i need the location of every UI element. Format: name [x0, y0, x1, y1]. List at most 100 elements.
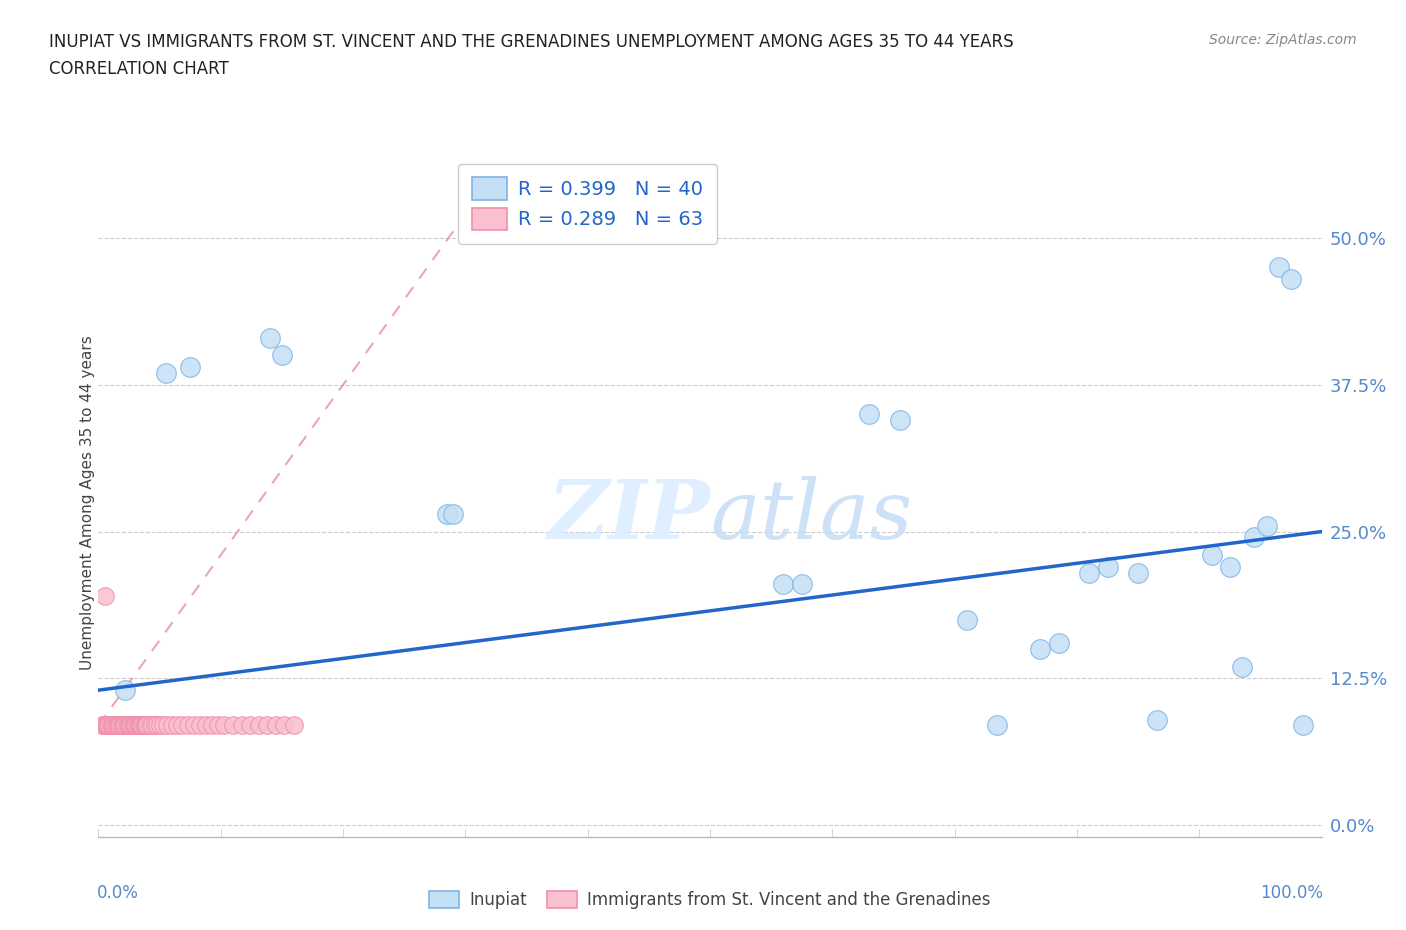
Point [222, 718, 245, 733]
Point [889, 413, 911, 428]
Point [1292, 718, 1315, 733]
Point [436, 507, 458, 522]
Point [231, 718, 253, 733]
Point [1279, 272, 1302, 286]
Point [134, 718, 156, 733]
Point [1256, 518, 1278, 533]
Point [127, 718, 149, 733]
Point [125, 718, 148, 733]
Point [858, 406, 880, 421]
Point [120, 718, 142, 733]
Point [1128, 565, 1150, 580]
Point [214, 718, 236, 733]
Point [114, 683, 136, 698]
Point [1243, 530, 1265, 545]
Point [1078, 565, 1101, 580]
Point [183, 718, 205, 733]
Point [155, 365, 177, 380]
Point [1201, 548, 1223, 563]
Point [131, 718, 153, 733]
Point [166, 718, 188, 733]
Point [1268, 259, 1291, 274]
Point [128, 718, 150, 733]
Text: 0.0%: 0.0% [97, 884, 139, 902]
Legend: Inupiat, Immigrants from St. Vincent and the Grenadines: Inupiat, Immigrants from St. Vincent and… [423, 884, 997, 916]
Point [122, 718, 145, 733]
Point [141, 718, 163, 733]
Point [111, 718, 134, 733]
Point [115, 718, 138, 733]
Point [170, 718, 193, 733]
Point [117, 718, 139, 733]
Point [149, 718, 172, 733]
Point [270, 348, 294, 363]
Point [195, 718, 218, 733]
Point [118, 718, 141, 733]
Point [104, 718, 127, 733]
Point [120, 718, 142, 733]
Text: INUPIAT VS IMMIGRANTS FROM ST. VINCENT AND THE GRENADINES UNEMPLOYMENT AMONG AGE: INUPIAT VS IMMIGRANTS FROM ST. VINCENT A… [49, 33, 1014, 50]
Point [135, 718, 157, 733]
Point [94, 718, 117, 733]
Point [100, 718, 122, 733]
Point [160, 718, 183, 733]
Text: CORRELATION CHART: CORRELATION CHART [49, 60, 229, 78]
Point [93, 718, 115, 733]
Point [107, 718, 129, 733]
Point [91, 718, 114, 733]
Text: atlas: atlas [710, 475, 912, 555]
Point [441, 507, 464, 522]
Point [129, 718, 152, 733]
Point [956, 612, 979, 627]
Point [112, 718, 135, 733]
Point [986, 718, 1008, 733]
Point [97, 718, 120, 733]
Text: Source: ZipAtlas.com: Source: ZipAtlas.com [1209, 33, 1357, 46]
Point [101, 718, 124, 733]
Point [146, 718, 169, 733]
Point [273, 718, 295, 733]
Point [256, 718, 278, 733]
Point [132, 718, 155, 733]
Point [136, 718, 159, 733]
Point [201, 718, 224, 733]
Point [96, 718, 118, 733]
Point [1029, 642, 1052, 657]
Point [1230, 659, 1253, 674]
Point [98, 718, 121, 733]
Point [188, 718, 211, 733]
Point [129, 718, 152, 733]
Point [790, 577, 813, 591]
Point [103, 718, 125, 733]
Point [177, 718, 200, 733]
Point [114, 718, 136, 733]
Point [283, 718, 305, 733]
Text: 100.0%: 100.0% [1260, 884, 1323, 902]
Point [121, 718, 143, 733]
Point [105, 718, 128, 733]
Point [93, 589, 115, 604]
Point [124, 718, 146, 733]
Point [239, 718, 262, 733]
Point [108, 718, 131, 733]
Point [1146, 712, 1168, 727]
Point [91, 718, 114, 733]
Point [156, 718, 179, 733]
Point [101, 718, 124, 733]
Point [264, 718, 287, 733]
Point [1047, 636, 1070, 651]
Point [259, 330, 281, 345]
Point [1219, 559, 1241, 574]
Point [247, 718, 270, 733]
Point [111, 718, 134, 733]
Point [110, 718, 132, 733]
Point [139, 718, 162, 733]
Point [772, 577, 794, 591]
Text: ZIP: ZIP [547, 475, 710, 555]
Point [179, 360, 201, 375]
Point [143, 718, 166, 733]
Point [1097, 559, 1119, 574]
Point [207, 718, 229, 733]
Y-axis label: Unemployment Among Ages 35 to 44 years: Unemployment Among Ages 35 to 44 years [80, 335, 94, 670]
Point [152, 718, 174, 733]
